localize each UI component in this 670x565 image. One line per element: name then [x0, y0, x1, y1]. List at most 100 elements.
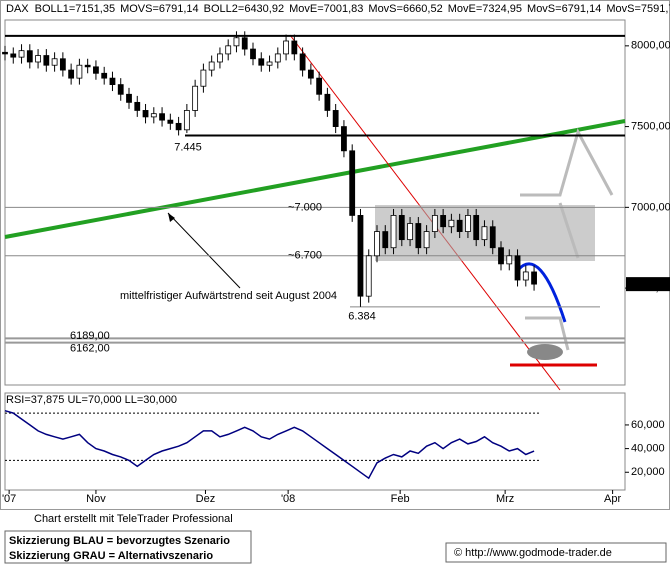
arrow [167, 212, 241, 289]
candle-body [473, 215, 480, 241]
candle-body [332, 110, 339, 127]
candle-body [10, 53, 17, 58]
candle-body [274, 53, 281, 63]
candle-body [291, 40, 298, 55]
legend-entry: BOLL2=6430,92 [204, 3, 284, 15]
candle-body [448, 219, 455, 228]
candle-body [506, 255, 513, 265]
candle-body [307, 69, 314, 79]
y-tick-label: 60,000 [631, 419, 665, 431]
candle-body [233, 37, 240, 47]
note-blue: Skizzierung BLAU = bevorzugtes Szenario [9, 535, 230, 547]
candle-body [126, 93, 132, 103]
candle-body [423, 231, 430, 249]
candle-body [59, 58, 66, 71]
candle-body [183, 110, 190, 131]
gray-scenario [520, 128, 614, 351]
level-label: 6.384 [348, 311, 376, 323]
y-tick-label: 7000,00 [631, 201, 670, 213]
candle-body [266, 61, 273, 66]
candle-body [18, 50, 25, 58]
gray-target [527, 344, 563, 360]
legend-entry: MovS=6791,14 [527, 3, 601, 15]
arrow-head [168, 213, 175, 222]
candle-body [250, 48, 256, 60]
candle-body [117, 84, 124, 95]
x-tick-label: '07 [2, 493, 16, 505]
candle-body [456, 219, 463, 232]
candle-body [26, 50, 33, 63]
chart-title: DAX [6, 3, 29, 15]
candle-body [84, 64, 91, 68]
candle-body [514, 255, 521, 281]
candle-body [398, 215, 405, 241]
candle-body [68, 69, 75, 79]
candle-body [217, 53, 223, 63]
candle-body [531, 271, 537, 285]
x-tick-label: Apr [604, 493, 621, 505]
candle-body [489, 226, 496, 249]
y-tick-label: 40,000 [631, 443, 665, 455]
candle-body [192, 85, 199, 111]
level-label: ~7.000 [288, 201, 322, 213]
level-label: 6162,00 [70, 343, 110, 355]
candle-body [415, 223, 422, 249]
legend-entry: MovS=7591,74 [606, 3, 670, 15]
candle-body [522, 271, 529, 281]
candle-body [200, 69, 207, 87]
note-gray: Skizzierung GRAU = Alternativszenario [9, 550, 213, 562]
candle-body [76, 64, 83, 79]
candle-body [440, 215, 447, 228]
last-price-box [626, 277, 670, 292]
x-tick-label: Nov [86, 493, 106, 505]
candle-body [390, 215, 397, 249]
rsi-title: RSI=37,875 UL=70,000 LL=30,000 [6, 394, 177, 406]
candle-body [258, 58, 265, 66]
last-price-label: 6524,57 [629, 278, 669, 290]
credit: Chart erstellt mit TeleTrader Profession… [34, 513, 233, 525]
candle-body [225, 45, 232, 55]
candle-body [175, 122, 182, 131]
candle-body [208, 61, 215, 71]
candle-body [101, 72, 108, 79]
level-label: ~6.700 [288, 250, 322, 262]
candle-body [167, 119, 174, 124]
note-box [4, 530, 252, 564]
candle-body [241, 37, 248, 50]
candle-body [283, 40, 289, 55]
candle-body [324, 93, 331, 111]
blue-scenario [516, 262, 567, 323]
level-label: 6189,00 [70, 330, 110, 342]
candle-body [150, 113, 157, 118]
x-tick-label: Feb [391, 493, 410, 505]
legend-entry: MovS=6660,52 [368, 3, 442, 15]
level-label: 7.445 [174, 141, 202, 153]
price-pane [4, 19, 626, 386]
candle-body [159, 113, 165, 121]
candle-body [142, 110, 149, 118]
source-box [445, 542, 667, 563]
candle-body [35, 55, 41, 63]
candle-body [465, 215, 471, 232]
legend-entry: BOLL1=7151,35 [35, 3, 115, 15]
candle-body [431, 215, 438, 232]
candle-body [109, 77, 116, 86]
y-tick-label: 20,000 [631, 466, 665, 478]
candle-body [2, 51, 8, 55]
candle-body [51, 58, 58, 66]
candle-body [382, 231, 389, 249]
x-tick-label: '08 [281, 493, 295, 505]
candle-body [481, 226, 488, 241]
candle-body [43, 55, 50, 66]
trend-annotation: mittelfristiger Aufwärtstrend seit Augus… [120, 290, 337, 302]
rsi-line [4, 409, 535, 480]
y-tick-label: 7500,00 [631, 120, 670, 132]
candle-body [299, 53, 306, 71]
rsi-pane [4, 392, 626, 491]
candle-body [341, 126, 347, 152]
y-tick-label: 8000,00 [631, 40, 670, 52]
legend-entry: MovE=7324,95 [448, 3, 522, 15]
source: © http://www.godmode-trader.de [454, 547, 612, 559]
candle-body [349, 150, 356, 216]
